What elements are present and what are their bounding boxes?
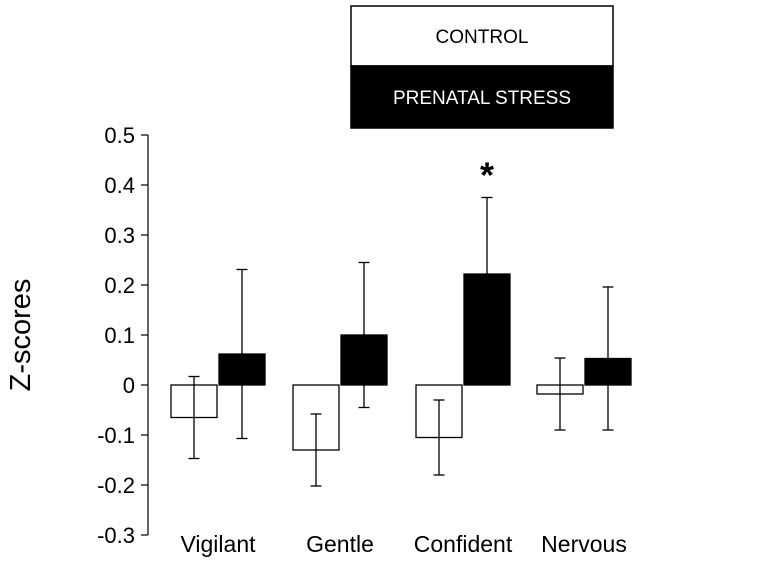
y-tick-label: 0.3 [104, 223, 135, 248]
y-tick-label: 0 [123, 373, 135, 398]
x-axis-labels: Vigilant Gentle Confident Nervous [180, 531, 626, 557]
x-tick-label-gentle: Gentle [306, 531, 374, 557]
y-tick-label: 0.1 [104, 323, 135, 348]
x-tick-label-nervous: Nervous [541, 531, 627, 557]
y-tick-label: 0.2 [104, 273, 135, 298]
y-tick-label: -0.2 [97, 473, 135, 498]
x-tick-label-confident: Confident [414, 531, 513, 557]
legend-item-control-box [350, 5, 614, 67]
y-axis: 0.5 0.4 0.3 0.2 0.1 0 -0.1 -0.2 -0.3 [97, 123, 149, 548]
y-tick-label: -0.1 [97, 423, 135, 448]
chart-legend: CONTROL PRENATAL STRESS [350, 5, 614, 129]
legend-item-control-label: CONTROL [436, 27, 529, 48]
bar-series [170, 196, 632, 487]
x-tick-label-vigilant: Vigilant [180, 531, 256, 557]
y-axis-label: Z-scores [5, 279, 37, 392]
y-tick-label: -0.3 [97, 523, 135, 548]
significance-marker: * [480, 155, 494, 196]
chart-annotations: * [480, 155, 494, 196]
y-tick-label: 0.5 [104, 123, 135, 148]
legend-item-prenatal-stress-box [350, 65, 614, 129]
y-tick-label: 0.4 [104, 173, 135, 198]
legend-item-prenatal-stress-label: PRENATAL STRESS [393, 88, 571, 109]
